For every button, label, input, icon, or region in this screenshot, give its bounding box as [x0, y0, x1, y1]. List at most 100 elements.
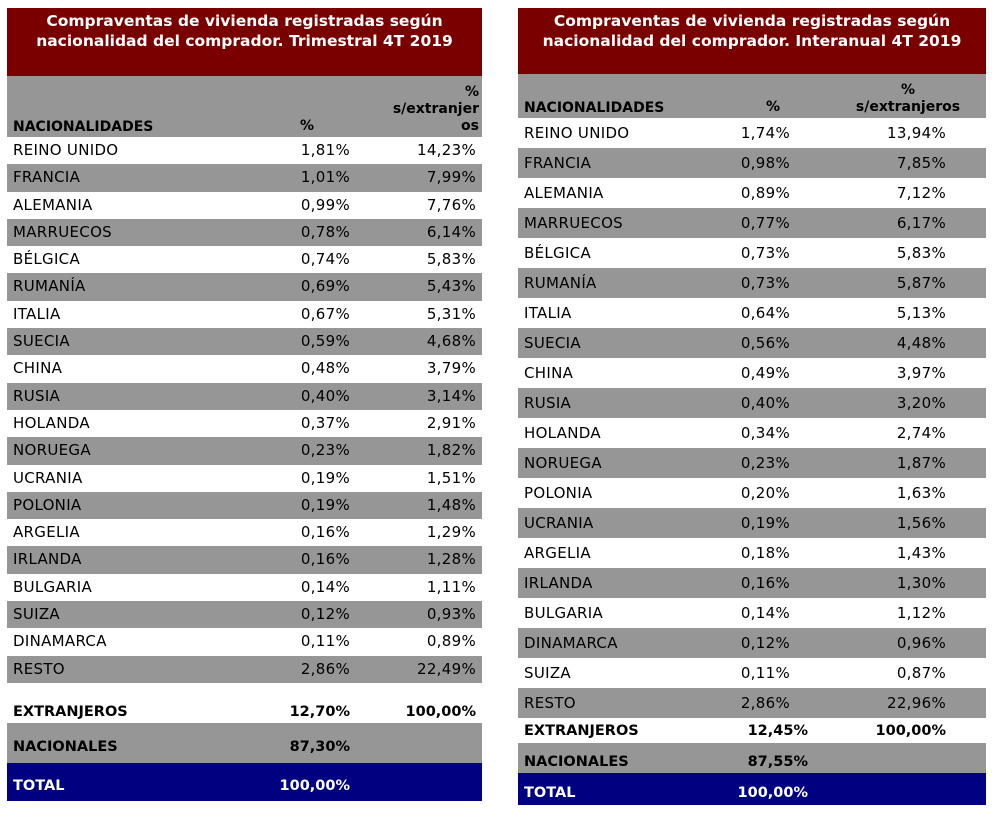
total-label: TOTAL	[524, 785, 576, 801]
table-row: NORUEGA 0,23% 1,87%	[518, 448, 986, 478]
row-nacionalidad: FRANCIA	[13, 168, 81, 187]
table-row: IRLANDA 0,16% 1,30%	[518, 568, 986, 598]
row-pct: 0,59%	[300, 332, 350, 351]
extranjeros-pct: 12,70%	[289, 703, 350, 720]
table-row: FRANCIA 0,98% 7,85%	[518, 148, 986, 178]
row-pct-extranjeros: 22,49%	[417, 659, 476, 678]
row-pct-extranjeros: 1,30%	[896, 574, 946, 592]
row-nacionalidad: HOLANDA	[524, 424, 601, 442]
row-pct-extranjeros: 13,94%	[887, 124, 946, 142]
extranjeros-pct: 12,45%	[747, 723, 808, 739]
table-row: MARRUECOS 0,77% 6,17%	[518, 208, 986, 238]
header-pct: %	[299, 118, 315, 134]
row-pct: 0,19%	[300, 468, 350, 487]
row-pct: 0,19%	[740, 514, 790, 532]
row-total: TOTAL 100,00%	[518, 773, 986, 805]
row-pct: 0,74%	[300, 250, 350, 269]
row-nacionalidad: POLONIA	[524, 484, 593, 502]
nacionales-pct: 87,55%	[747, 754, 808, 770]
header-pct: %	[765, 99, 781, 115]
row-pct: 0,16%	[300, 550, 350, 569]
header-nacionalidades: NACIONALIDADES	[13, 119, 154, 135]
table-row: ALEMANIA 0,89% 7,12%	[518, 178, 986, 208]
row-pct-extranjeros: 14,23%	[417, 141, 476, 159]
row-pct: 0,73%	[740, 274, 790, 292]
row-pct-extranjeros: 1,82%	[426, 441, 476, 460]
table-row: ITALIA 0,64% 5,13%	[518, 298, 986, 328]
row-pct-extranjeros: 4,48%	[896, 334, 946, 352]
row-pct: 1,01%	[300, 168, 350, 187]
row-pct: 0,48%	[300, 359, 350, 378]
row-pct: 1,74%	[740, 124, 790, 142]
total-pct: 100,00%	[279, 777, 350, 794]
row-pct: 0,12%	[740, 634, 790, 652]
extranjeros-ext: 100,00%	[875, 723, 946, 739]
row-nacionalidad: ARGELIA	[13, 523, 80, 542]
table-title: Compraventas de vivienda registradas seg…	[7, 8, 482, 76]
table-row: ITALIA 0,67% 5,31%	[7, 301, 482, 328]
row-pct-extranjeros: 1,29%	[426, 523, 476, 542]
table-row: SUIZA 0,12% 0,93%	[7, 601, 482, 629]
row-pct-extranjeros: 6,14%	[426, 222, 476, 241]
table-row: CHINA 0,48% 3,79%	[7, 355, 482, 382]
row-pct: 0,99%	[300, 195, 350, 214]
row-pct: 2,86%	[300, 659, 350, 678]
row-pct-extranjeros: 0,89%	[426, 632, 476, 651]
row-pct-extranjeros: 1,87%	[896, 454, 946, 472]
row-pct: 1,81%	[300, 141, 350, 159]
row-nacionalidad: UCRANIA	[13, 468, 83, 487]
row-total: TOTAL 100,00%	[7, 762, 482, 801]
row-pct: 0,14%	[740, 604, 790, 622]
row-pct-extranjeros: 7,99%	[426, 168, 476, 187]
table-title: Compraventas de vivienda registradas seg…	[518, 8, 986, 74]
row-nacionalidad: SUECIA	[13, 332, 70, 351]
row-pct-extranjeros: 1,48%	[426, 495, 476, 514]
row-pct-extranjeros: 1,28%	[426, 550, 476, 569]
row-pct: 0,11%	[740, 664, 790, 682]
table-row: BÉLGICA 0,74% 5,83%	[7, 246, 482, 273]
row-pct: 0,49%	[740, 364, 790, 382]
row-pct: 0,98%	[740, 154, 790, 172]
table-trimestral: Compraventas de vivienda registradas seg…	[7, 8, 482, 801]
table-row: BULGARIA 0,14% 1,11%	[7, 574, 482, 601]
table-row: HOLANDA 0,37% 2,91%	[7, 410, 482, 437]
table-row: UCRANIA 0,19% 1,56%	[518, 508, 986, 538]
row-pct-extranjeros: 7,85%	[896, 154, 946, 172]
table-row: REINO UNIDO 1,81% 14,23%	[7, 137, 482, 164]
table-row: SUECIA 0,56% 4,48%	[518, 328, 986, 358]
table-row: ALEMANIA 0,99% 7,76%	[7, 192, 482, 219]
table-row: ARGELIA 0,18% 1,43%	[518, 538, 986, 568]
table-row: POLONIA 0,19% 1,48%	[7, 491, 482, 520]
row-nacionalidad: CHINA	[13, 359, 63, 378]
total-label: TOTAL	[13, 777, 65, 794]
row-pct: 0,78%	[300, 222, 350, 241]
table-row: POLONIA 0,20% 1,63%	[518, 478, 986, 508]
row-pct: 0,69%	[300, 277, 350, 296]
row-nacionalidad: IRLANDA	[524, 574, 593, 592]
row-extranjeros: EXTRANJEROS 12,70% 100,00%	[7, 682, 482, 723]
row-nacionalidad: MARRUECOS	[13, 222, 113, 241]
row-pct-extranjeros: 3,20%	[896, 394, 946, 412]
row-nacionalidad: CHINA	[524, 364, 574, 382]
row-pct: 0,14%	[300, 577, 350, 596]
row-nacionales: NACIONALES 87,55%	[518, 743, 986, 773]
row-pct-extranjeros: 1,63%	[896, 484, 946, 502]
row-nacionalidad: SUECIA	[524, 334, 581, 352]
row-nacionalidad: ITALIA	[524, 304, 572, 322]
row-pct: 0,20%	[740, 484, 790, 502]
table-row: RUSIA 0,40% 3,14%	[7, 382, 482, 410]
row-nacionalidad: IRLANDA	[13, 550, 82, 569]
row-pct-extranjeros: 0,96%	[896, 634, 946, 652]
row-nacionalidad: RUMANÍA	[524, 274, 597, 292]
row-nacionalidad: RUSIA	[13, 386, 61, 405]
row-pct-extranjeros: 3,14%	[426, 386, 476, 405]
row-pct-extranjeros: 2,91%	[426, 413, 476, 432]
table-row: RESTO 2,86% 22,96%	[518, 688, 986, 718]
row-pct: 2,86%	[740, 694, 790, 712]
table-row: ARGELIA 0,16% 1,29%	[7, 519, 482, 546]
extranjeros-ext: 100,00%	[405, 703, 476, 720]
header-pct-extranjeros: %s/extranjeros	[855, 82, 961, 115]
row-nacionalidad: MARRUECOS	[524, 214, 624, 232]
table-row: REINO UNIDO 1,74% 13,94%	[518, 118, 986, 148]
row-nacionalidad: NORUEGA	[524, 454, 602, 472]
